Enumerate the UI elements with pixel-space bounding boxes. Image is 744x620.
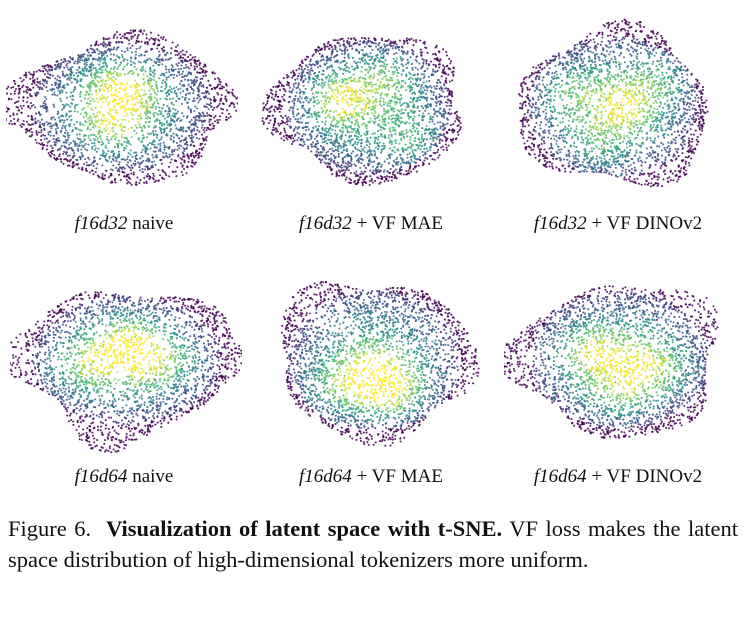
panel-caption-f16d64-vf-dinov2: f16d64 + VF DINOv2 bbox=[494, 466, 742, 488]
tsne-scatter bbox=[280, 280, 480, 447]
tsne-scatter bbox=[504, 285, 719, 439]
tsne-plot-f16d32-vf-dinov2 bbox=[498, 12, 730, 202]
tsne-scatter bbox=[261, 36, 462, 187]
tsne-scatter bbox=[517, 18, 709, 188]
panel-caption-variant: + VF DINOv2 bbox=[586, 466, 703, 487]
tsne-plot-f16d32-naive bbox=[6, 12, 238, 202]
panel-caption-model: f16d64 bbox=[533, 466, 587, 487]
panel-caption-model: f16d32 bbox=[74, 213, 128, 234]
panel-caption-f16d32-vf-dinov2: f16d32 + VF DINOv2 bbox=[494, 213, 742, 235]
panel-caption-model: f16d64 bbox=[74, 466, 128, 487]
figure-caption: Figure 6. Visualization of latent space … bbox=[8, 513, 738, 575]
tsne-points bbox=[10, 291, 242, 454]
panel-caption-f16d64-vf-mae: f16d64 + VF MAE bbox=[247, 466, 495, 488]
tsne-plot-f16d32-vf-mae bbox=[252, 12, 484, 202]
tsne-scatter bbox=[10, 291, 242, 454]
panel-caption-f16d32-vf-mae: f16d32 + VF MAE bbox=[247, 213, 495, 235]
tsne-points bbox=[6, 29, 238, 186]
panel-caption-f16d32-naive: f16d32 naive bbox=[0, 213, 248, 235]
panel-caption-variant: naive bbox=[127, 466, 174, 487]
tsne-plot-f16d64-vf-dinov2 bbox=[504, 265, 736, 455]
figure-caption-body: VF loss makes the latent space distribut… bbox=[8, 516, 738, 572]
panel-caption-variant: + VF MAE bbox=[351, 213, 443, 234]
panel-caption-f16d64-naive: f16d64 naive bbox=[0, 466, 248, 488]
panel-caption-model: f16d64 bbox=[299, 466, 352, 487]
panel-caption-variant: + VF DINOv2 bbox=[586, 213, 703, 234]
panel-caption-model: f16d32 bbox=[299, 213, 352, 234]
tsne-plot-f16d64-vf-mae bbox=[258, 265, 490, 455]
tsne-points bbox=[504, 285, 719, 439]
tsne-points bbox=[517, 18, 709, 188]
tsne-points bbox=[280, 280, 480, 447]
panel-caption-variant: + VF MAE bbox=[351, 466, 443, 487]
tsne-plot-f16d64-naive bbox=[10, 265, 242, 455]
panel-caption-variant: naive bbox=[127, 213, 174, 234]
panel-caption-model: f16d32 bbox=[533, 213, 587, 234]
tsne-scatter bbox=[6, 29, 238, 186]
figure-title: Visualization of latent space with t-SNE… bbox=[106, 516, 503, 541]
tsne-points bbox=[261, 36, 462, 187]
figure-label: Figure 6. bbox=[8, 516, 92, 541]
